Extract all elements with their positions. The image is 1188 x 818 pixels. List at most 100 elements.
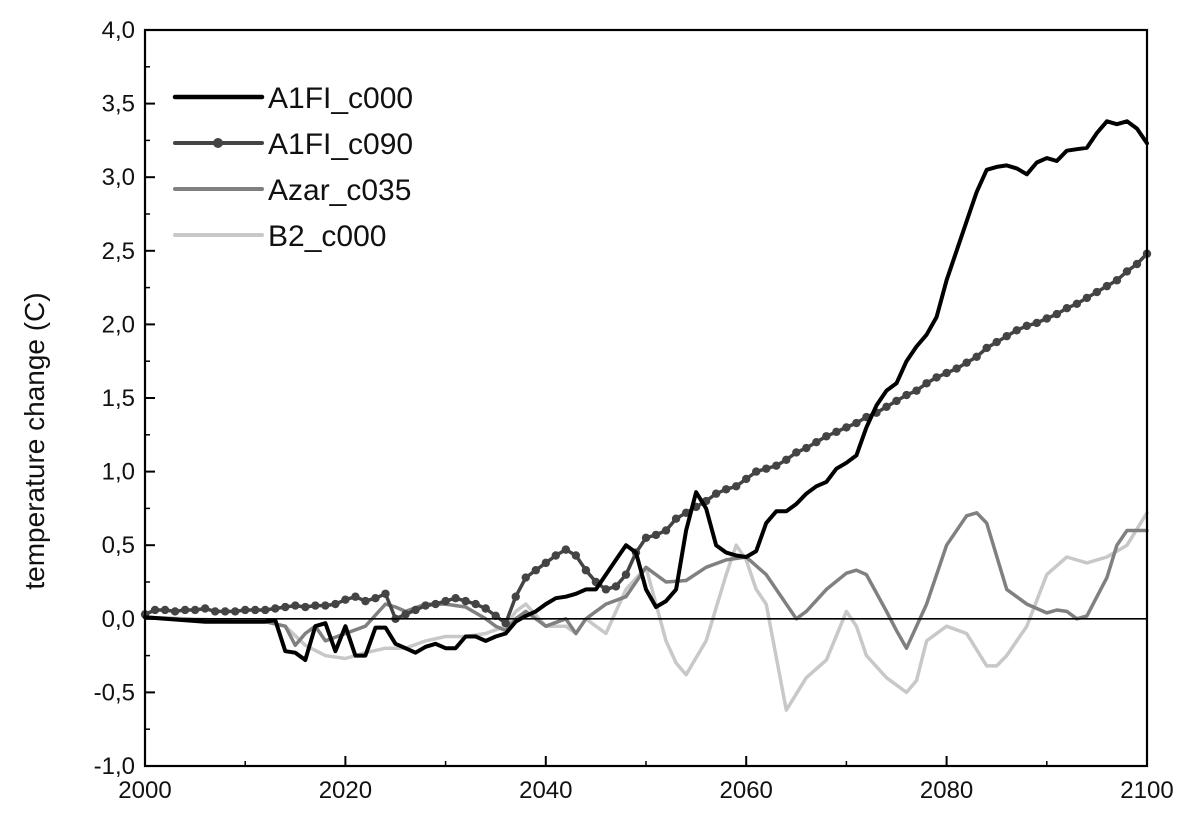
data-point	[261, 605, 270, 615]
data-point	[200, 604, 210, 613]
data-point	[190, 605, 200, 615]
data-point	[972, 352, 981, 361]
data-point	[832, 427, 841, 437]
data-point	[511, 592, 520, 601]
data-point	[982, 343, 991, 353]
data-point	[471, 599, 480, 609]
data-point	[301, 602, 310, 612]
data-point	[912, 386, 921, 395]
x-tick-label: 2060	[720, 777, 773, 804]
data-point	[1032, 318, 1041, 328]
data-point	[661, 526, 671, 535]
data-point	[311, 601, 320, 610]
data-point	[792, 448, 801, 457]
series-line-a1fi-c000	[143, 119, 1149, 662]
data-point	[902, 390, 911, 400]
data-point	[401, 610, 410, 619]
data-point	[762, 464, 771, 473]
legend-label: Azar_c035	[268, 174, 411, 207]
data-point	[1042, 314, 1052, 323]
data-point	[241, 605, 250, 615]
data-point	[1092, 287, 1102, 297]
data-point	[451, 593, 460, 603]
data-point	[842, 423, 851, 432]
data-point	[351, 592, 360, 601]
data-point	[772, 461, 781, 470]
legend: A1FI_c000 A1FI_c090 Azar_c035 B2_c000	[172, 82, 413, 253]
data-point	[501, 619, 510, 628]
y-tick-label: -1,0	[94, 753, 135, 780]
data-point	[321, 601, 330, 610]
y-axis-title: temperature change (C)	[19, 292, 50, 589]
data-point	[601, 585, 611, 594]
y-tick-label: 1,0	[102, 459, 135, 486]
legend-marker	[213, 138, 223, 148]
data-point	[170, 607, 180, 616]
data-point	[281, 602, 290, 612]
data-point	[271, 604, 280, 613]
data-point	[721, 485, 731, 494]
data-point	[1132, 259, 1142, 269]
data-point	[561, 545, 571, 554]
data-point	[742, 474, 751, 484]
data-point	[1012, 326, 1021, 335]
data-point	[571, 551, 581, 560]
data-point	[822, 432, 831, 441]
data-point	[431, 599, 440, 609]
y-tick-label: 1,5	[102, 385, 135, 412]
data-point	[581, 566, 591, 575]
data-point	[1112, 276, 1122, 285]
data-point	[752, 467, 761, 476]
data-point	[932, 373, 941, 382]
y-tick-label: 2,5	[102, 238, 135, 265]
data-point	[160, 605, 170, 615]
data-point	[150, 605, 160, 615]
series-group	[140, 119, 1152, 712]
data-point	[641, 533, 651, 543]
data-point	[651, 530, 661, 540]
data-point	[381, 589, 390, 598]
data-point	[1002, 331, 1011, 341]
data-point	[1082, 293, 1092, 303]
series-line-azar-c035	[143, 511, 1149, 650]
data-point	[531, 566, 540, 575]
data-point	[962, 358, 971, 367]
x-tick-label: 2000	[118, 777, 171, 804]
y-tick-label: 2,0	[102, 311, 135, 338]
data-point	[230, 607, 240, 616]
data-point	[882, 402, 891, 412]
data-point	[341, 595, 350, 604]
data-point	[251, 605, 260, 615]
x-axis: 2000 2020 2040 2060 2080 2100	[118, 756, 1174, 804]
data-point	[521, 573, 530, 582]
data-point	[942, 368, 951, 378]
y-tick-label: 4,0	[102, 17, 135, 44]
data-point	[1102, 281, 1112, 291]
data-point	[922, 379, 931, 388]
data-point	[671, 514, 681, 523]
data-point	[731, 482, 741, 491]
legend-label: A1FI_c090	[268, 128, 413, 161]
y-tick-label: 0,5	[102, 532, 135, 559]
data-point	[481, 604, 490, 613]
data-point	[361, 596, 370, 606]
data-point	[1022, 321, 1031, 331]
data-point	[611, 582, 621, 591]
x-tick-label: 2040	[519, 777, 572, 804]
data-point	[711, 489, 721, 498]
y-tick-label: 0,0	[102, 606, 135, 633]
data-point	[180, 605, 190, 615]
data-point	[441, 596, 450, 606]
data-point	[421, 601, 430, 610]
data-point	[461, 596, 470, 606]
x-tick-label: 2020	[319, 777, 372, 804]
x-tick-label: 2100	[1120, 777, 1173, 804]
data-point	[1072, 299, 1082, 308]
y-axis: -1,0 -0,5 0,0 0,5 1,0 1,5 2,0 2,5 3,0 3,5 4,0	[94, 17, 155, 780]
legend-label: A1FI_c000	[268, 82, 413, 115]
data-point	[802, 443, 811, 453]
data-point	[1052, 309, 1062, 319]
data-point	[291, 601, 300, 610]
data-point	[551, 551, 561, 560]
